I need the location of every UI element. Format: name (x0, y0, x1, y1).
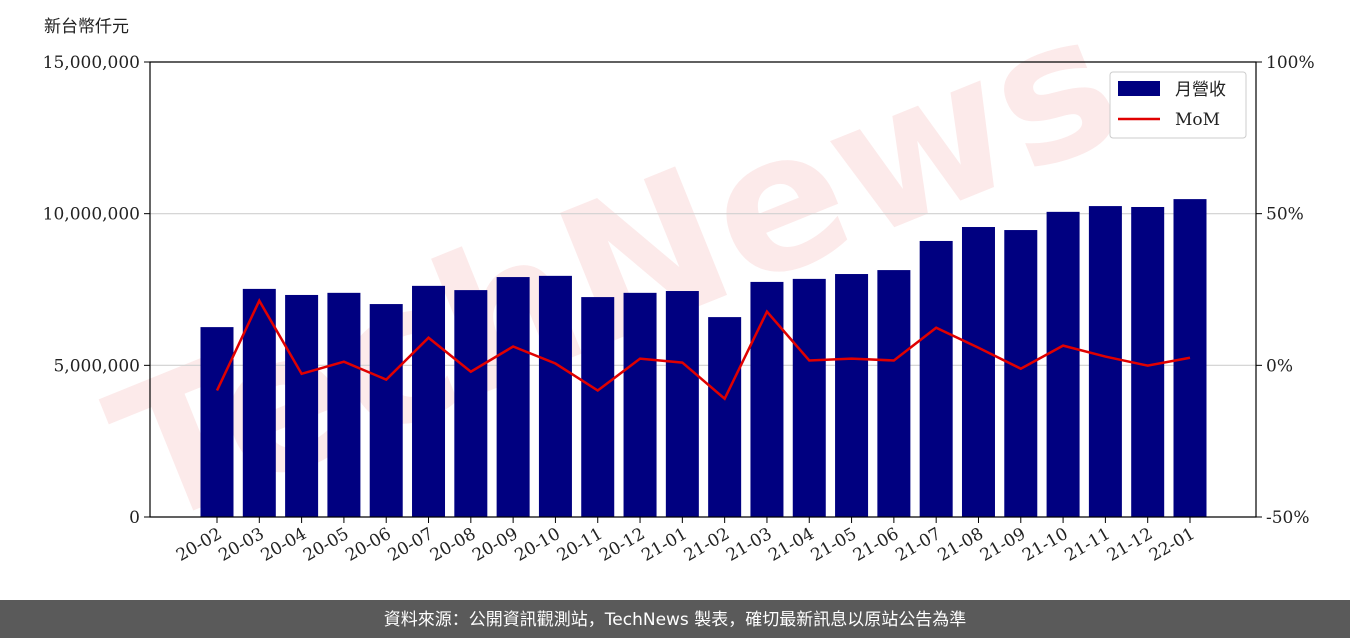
bar (1088, 206, 1122, 518)
bar (877, 270, 911, 517)
y-tick-label: 10,000,000 (43, 205, 140, 225)
x-tick-label: 21-03 (723, 524, 775, 566)
bar (919, 240, 953, 517)
x-tick-label: 21-01 (638, 524, 690, 566)
legend: 月營收 MoM (1109, 71, 1247, 139)
x-tick-label: 21-08 (935, 524, 987, 566)
y-tick-label: 0 (129, 508, 140, 528)
y2-tick-label: -50% (1266, 508, 1310, 528)
x-tick-label: 21-07 (892, 524, 944, 566)
footer: 資料來源：公開資訊觀測站，TechNews 製表，確切最新訊息以原站公告為準 (384, 610, 966, 630)
bar (1046, 211, 1080, 517)
x-tick-label: 21-09 (977, 524, 1029, 566)
legend-label: MoM (1175, 110, 1220, 130)
y2-tick-label: 50% (1266, 205, 1304, 225)
x-tick-label: 20-08 (427, 524, 479, 566)
legend-label: 月營收 (1175, 80, 1226, 100)
x-tick-label: 20-07 (385, 524, 437, 566)
legend-swatch (1118, 81, 1160, 96)
x-tick-label: 20-04 (258, 524, 310, 566)
bar (200, 327, 234, 517)
y2-tick-label: 0% (1266, 356, 1293, 376)
x-tick-label: 21-02 (681, 524, 733, 566)
bar (708, 317, 742, 517)
x-tick-label: 20-12 (596, 524, 648, 566)
bar (496, 277, 530, 517)
bar (285, 294, 319, 517)
bar (750, 281, 784, 517)
bar (1004, 230, 1038, 517)
x-tick-label: 21-06 (850, 524, 902, 566)
bar (835, 274, 869, 517)
x-tick-label: 21-11 (1061, 524, 1113, 566)
footer-bar (0, 600, 1350, 638)
bar (369, 304, 403, 517)
x-tick-label: 21-12 (1104, 524, 1156, 566)
plot-frame (149, 61, 1257, 518)
bar (581, 297, 615, 517)
bar (454, 290, 488, 517)
y2-tick-label: 100% (1266, 53, 1315, 73)
bar (792, 278, 826, 517)
bar (623, 292, 657, 517)
x-tick-label: 20-11 (554, 524, 606, 566)
bar (538, 275, 572, 517)
x-tick-label: 21-05 (808, 524, 860, 566)
y-axis-label: 新台幣仟元 (44, 17, 129, 37)
bar (327, 292, 361, 517)
x-tick-label: 20-06 (342, 524, 394, 566)
y-tick-label: 5,000,000 (53, 356, 140, 376)
x-tick-label: 22-01 (1146, 524, 1198, 566)
x-tick-label: 21-10 (1019, 524, 1071, 566)
bar (412, 285, 446, 517)
x-tick-label: 20-05 (300, 524, 352, 566)
line (215, 298, 1191, 401)
y-tick-label: 15,000,000 (43, 53, 140, 73)
x-tick-label: 21-04 (765, 524, 817, 566)
x-tick-label: 20-10 (511, 524, 563, 566)
bar (665, 291, 699, 517)
x-tick-label: 20-09 (469, 524, 521, 566)
bar (961, 227, 995, 517)
